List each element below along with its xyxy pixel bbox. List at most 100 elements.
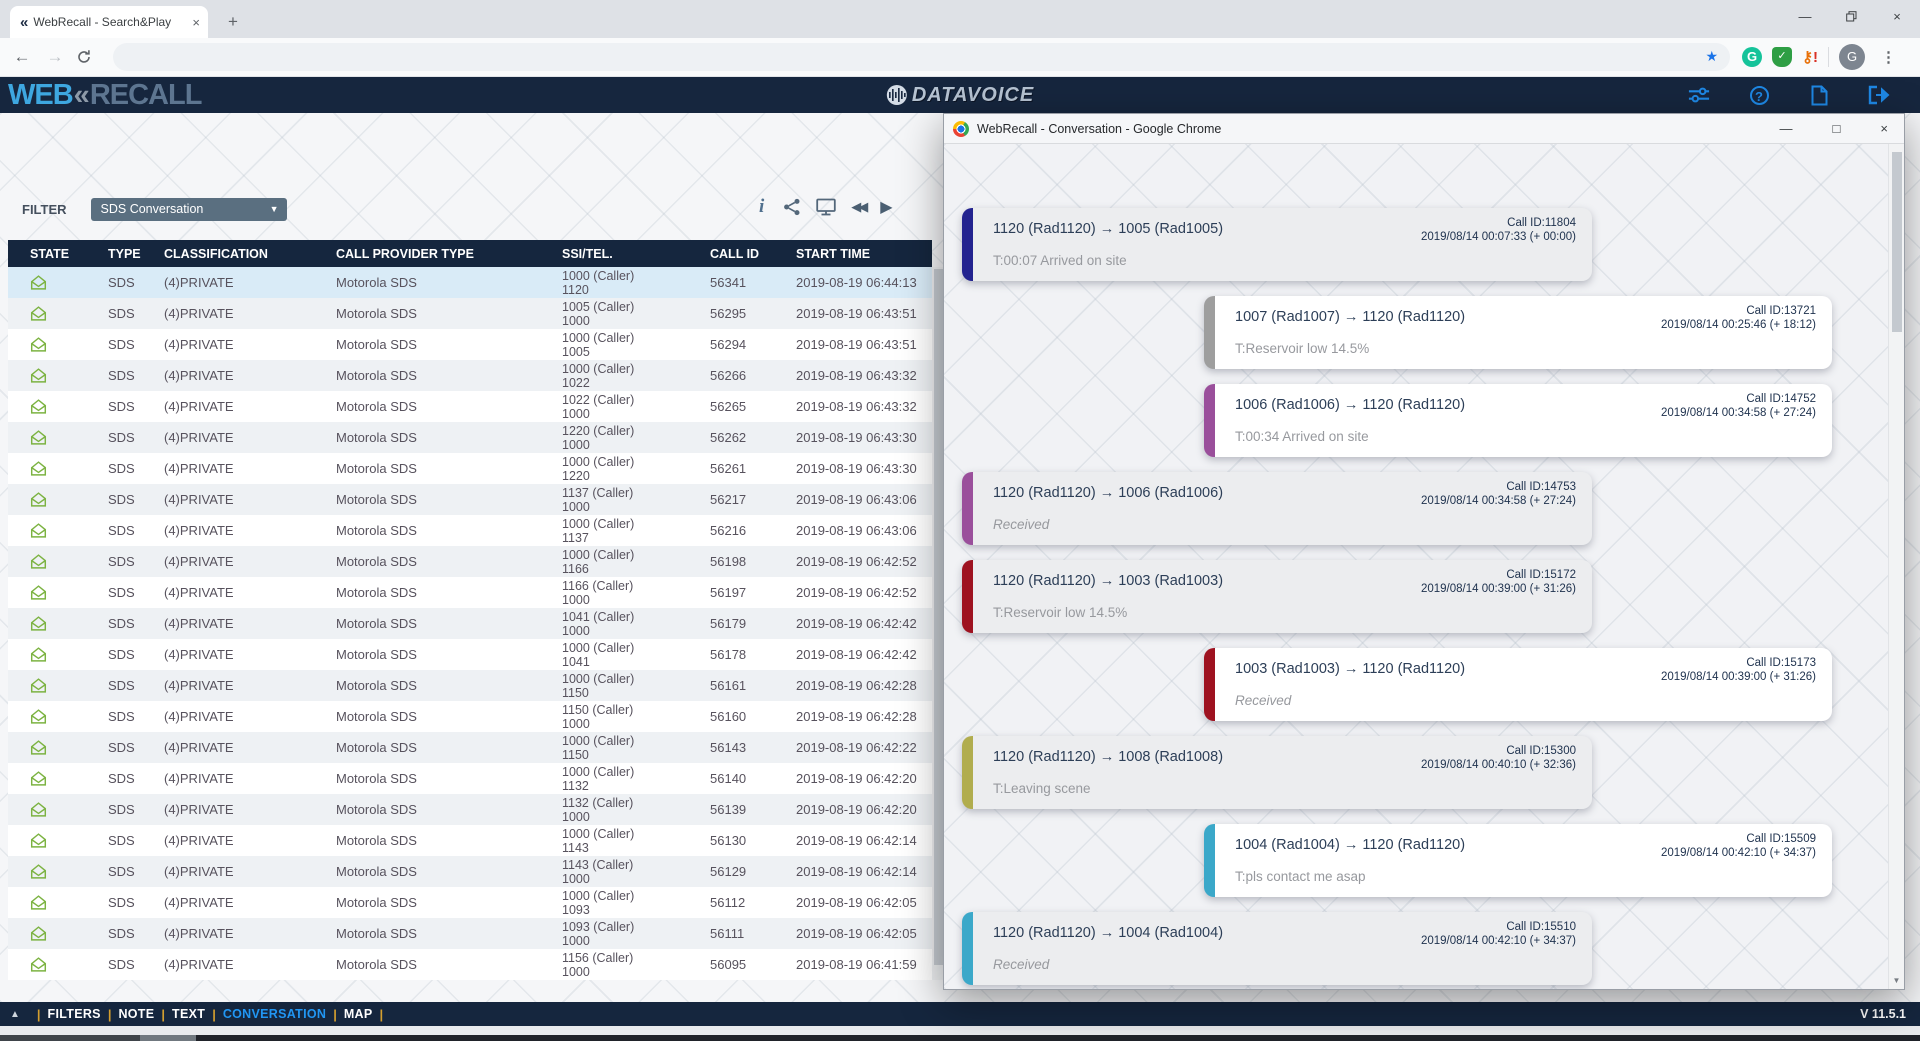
app-header: WEB «RECALL DATAVOICE ? bbox=[0, 77, 1920, 113]
table-row[interactable]: SDS (4)PRIVATE Motorola SDS 1000 (Caller… bbox=[8, 732, 932, 763]
play-icon[interactable]: ▶ bbox=[880, 199, 893, 216]
table-row[interactable]: SDS (4)PRIVATE Motorola SDS 1143 (Caller… bbox=[8, 856, 932, 887]
menu-item-filters[interactable]: FILTERS bbox=[47, 1007, 101, 1021]
profile-avatar[interactable]: G bbox=[1839, 44, 1865, 70]
message-body: T:pls contact me asap bbox=[1235, 869, 1366, 884]
filter-dropdown[interactable]: SDS Conversation ▼ bbox=[90, 197, 287, 221]
cell-start-time: 2019-08-19 06:43:30 bbox=[796, 430, 917, 445]
table-row[interactable]: SDS (4)PRIVATE Motorola SDS 1220 (Caller… bbox=[8, 422, 932, 453]
table-row[interactable]: SDS (4)PRIVATE Motorola SDS 1000 (Caller… bbox=[8, 360, 932, 391]
arrow-icon: → bbox=[1099, 573, 1115, 589]
table-row[interactable]: SDS (4)PRIVATE Motorola SDS 1132 (Caller… bbox=[8, 794, 932, 825]
table-row[interactable]: SDS (4)PRIVATE Motorola SDS 1000 (Caller… bbox=[8, 329, 932, 360]
cell-provider: Motorola SDS bbox=[336, 585, 417, 600]
settings-sliders-icon[interactable] bbox=[1688, 84, 1710, 106]
forward-icon[interactable]: → bbox=[46, 47, 64, 66]
cell-start-time: 2019-08-19 06:42:28 bbox=[796, 709, 917, 724]
table-row[interactable]: SDS (4)PRIVATE Motorola SDS 1137 (Caller… bbox=[8, 484, 932, 515]
table-row[interactable]: SDS (4)PRIVATE Motorola SDS 1156 (Caller… bbox=[8, 949, 932, 980]
open-envelope-icon bbox=[30, 337, 47, 352]
menu-item-conversation[interactable]: CONVERSATION bbox=[222, 1007, 327, 1021]
collapse-caret-icon[interactable]: ▲ bbox=[10, 1008, 20, 1020]
menu-item-text[interactable]: TEXT bbox=[172, 1007, 206, 1021]
table-row[interactable]: SDS (4)PRIVATE Motorola SDS 1000 (Caller… bbox=[8, 639, 932, 670]
table-row[interactable]: SDS (4)PRIVATE Motorola SDS 1000 (Caller… bbox=[8, 515, 932, 546]
header-icons: ? bbox=[1688, 77, 1890, 113]
scroll-down-arrow-icon[interactable]: ▼ bbox=[1892, 976, 1901, 985]
window-minimize-button[interactable]: — bbox=[1798, 9, 1812, 24]
window-close-button[interactable]: × bbox=[1893, 9, 1901, 24]
cell-start-time: 2019-08-19 06:42:28 bbox=[796, 678, 917, 693]
cell-provider: Motorola SDS bbox=[336, 461, 417, 476]
window-restore-button[interactable] bbox=[1828, 0, 1874, 33]
cell-type: SDS bbox=[108, 864, 135, 879]
cell-ssi: 1000 (Caller) 1137 bbox=[562, 516, 635, 545]
cell-call-id: 56140 bbox=[710, 771, 747, 786]
popup-titlebar[interactable]: WebRecall - Conversation - Google Chrome… bbox=[944, 114, 1904, 144]
table-row[interactable]: SDS (4)PRIVATE Motorola SDS 1000 (Caller… bbox=[8, 453, 932, 484]
table-row[interactable]: SDS (4)PRIVATE Motorola SDS 1000 (Caller… bbox=[8, 825, 932, 856]
bookmark-star-icon[interactable]: ★ bbox=[1705, 48, 1718, 64]
cell-ssi: 1143 (Caller) 1000 bbox=[562, 857, 634, 886]
new-tab-button[interactable]: + bbox=[228, 12, 238, 31]
cell-classification: (4)PRIVATE bbox=[164, 523, 234, 538]
cell-provider: Motorola SDS bbox=[336, 833, 417, 848]
arrow-icon: → bbox=[1099, 485, 1115, 501]
popup-scrollbar[interactable]: ▼ bbox=[1888, 144, 1904, 989]
browser-tab[interactable]: « WebRecall - Search&Play × bbox=[10, 6, 208, 38]
logout-icon[interactable] bbox=[1868, 84, 1890, 106]
cell-classification: (4)PRIVATE bbox=[164, 678, 234, 693]
table-row[interactable]: SDS (4)PRIVATE Motorola SDS 1000 (Caller… bbox=[8, 763, 932, 794]
table-row[interactable]: SDS (4)PRIVATE Motorola SDS 1041 (Caller… bbox=[8, 608, 932, 639]
cell-call-id: 56111 bbox=[710, 926, 745, 941]
help-icon[interactable]: ? bbox=[1748, 84, 1770, 106]
cell-provider: Motorola SDS bbox=[336, 616, 417, 631]
rewind-icon[interactable]: ◀◀ bbox=[851, 199, 868, 214]
strip-segment-light bbox=[140, 1035, 196, 1041]
popup-scrollbar-thumb[interactable] bbox=[1892, 152, 1902, 332]
cell-start-time: 2019-08-19 06:42:05 bbox=[796, 895, 917, 910]
table-row[interactable]: SDS (4)PRIVATE Motorola SDS 1166 (Caller… bbox=[8, 577, 932, 608]
document-icon[interactable] bbox=[1808, 84, 1830, 106]
table-row[interactable]: SDS (4)PRIVATE Motorola SDS 1005 (Caller… bbox=[8, 298, 932, 329]
cell-ssi: 1166 (Caller) 1000 bbox=[562, 578, 634, 607]
address-bar[interactable]: ★ bbox=[113, 43, 1730, 71]
menu-item-map[interactable]: MAP bbox=[343, 1007, 373, 1021]
monitor-icon[interactable] bbox=[816, 198, 836, 216]
message-meta: Call ID:11804 2019/08/14 00:07:33 (+ 00:… bbox=[1421, 216, 1576, 244]
table-row[interactable]: SDS (4)PRIVATE Motorola SDS 1150 (Caller… bbox=[8, 701, 932, 732]
cell-type: SDS bbox=[108, 957, 135, 972]
cell-provider: Motorola SDS bbox=[336, 771, 417, 786]
cell-classification: (4)PRIVATE bbox=[164, 802, 234, 817]
table-row[interactable]: SDS (4)PRIVATE Motorola SDS 1000 (Caller… bbox=[8, 887, 932, 918]
cell-type: SDS bbox=[108, 771, 135, 786]
table-row[interactable]: SDS (4)PRIVATE Motorola SDS 1000 (Caller… bbox=[8, 670, 932, 701]
cell-call-id: 56295 bbox=[710, 306, 747, 321]
table-vertical-scrollbar-thumb[interactable] bbox=[934, 269, 945, 965]
back-icon[interactable]: ← bbox=[13, 47, 31, 66]
popup-maximize-button[interactable]: □ bbox=[1832, 121, 1841, 136]
bottom-gap bbox=[0, 1026, 1920, 1035]
reload-icon[interactable] bbox=[76, 49, 100, 65]
message-call-id: Call ID:15509 bbox=[1746, 833, 1816, 845]
popup-minimize-button[interactable]: — bbox=[1779, 121, 1793, 136]
password-key-extension-icon[interactable]: ⚷! bbox=[1802, 49, 1818, 66]
tab-close-icon[interactable]: × bbox=[192, 14, 200, 30]
grammarly-extension-icon[interactable]: G bbox=[1742, 47, 1762, 67]
browser-menu-icon[interactable]: ⋮ bbox=[1881, 49, 1896, 66]
open-envelope-icon bbox=[30, 585, 47, 600]
menu-item-note[interactable]: NOTE bbox=[118, 1007, 155, 1021]
table-row[interactable]: SDS (4)PRIVATE Motorola SDS 1022 (Caller… bbox=[8, 391, 932, 422]
cell-start-time: 2019-08-19 06:42:20 bbox=[796, 802, 917, 817]
webrecall-logo: WEB «RECALL bbox=[8, 78, 202, 111]
shield-extension-icon[interactable]: ✓ bbox=[1772, 47, 1792, 67]
cell-call-id: 56216 bbox=[710, 523, 747, 538]
table-row[interactable]: SDS (4)PRIVATE Motorola SDS 1000 (Caller… bbox=[8, 267, 932, 298]
table-row[interactable]: SDS (4)PRIVATE Motorola SDS 1000 (Caller… bbox=[8, 546, 932, 577]
table-row[interactable]: SDS (4)PRIVATE Motorola SDS 1093 (Caller… bbox=[8, 918, 932, 949]
message-meta: Call ID:14752 2019/08/14 00:34:58 (+ 27:… bbox=[1661, 392, 1816, 420]
share-icon[interactable] bbox=[783, 198, 801, 216]
message-parties: 1120 (Rad1120) → 1003 (Rad1003) bbox=[993, 573, 1224, 589]
info-icon[interactable]: i bbox=[759, 196, 765, 217]
popup-close-button[interactable]: × bbox=[1880, 121, 1888, 136]
